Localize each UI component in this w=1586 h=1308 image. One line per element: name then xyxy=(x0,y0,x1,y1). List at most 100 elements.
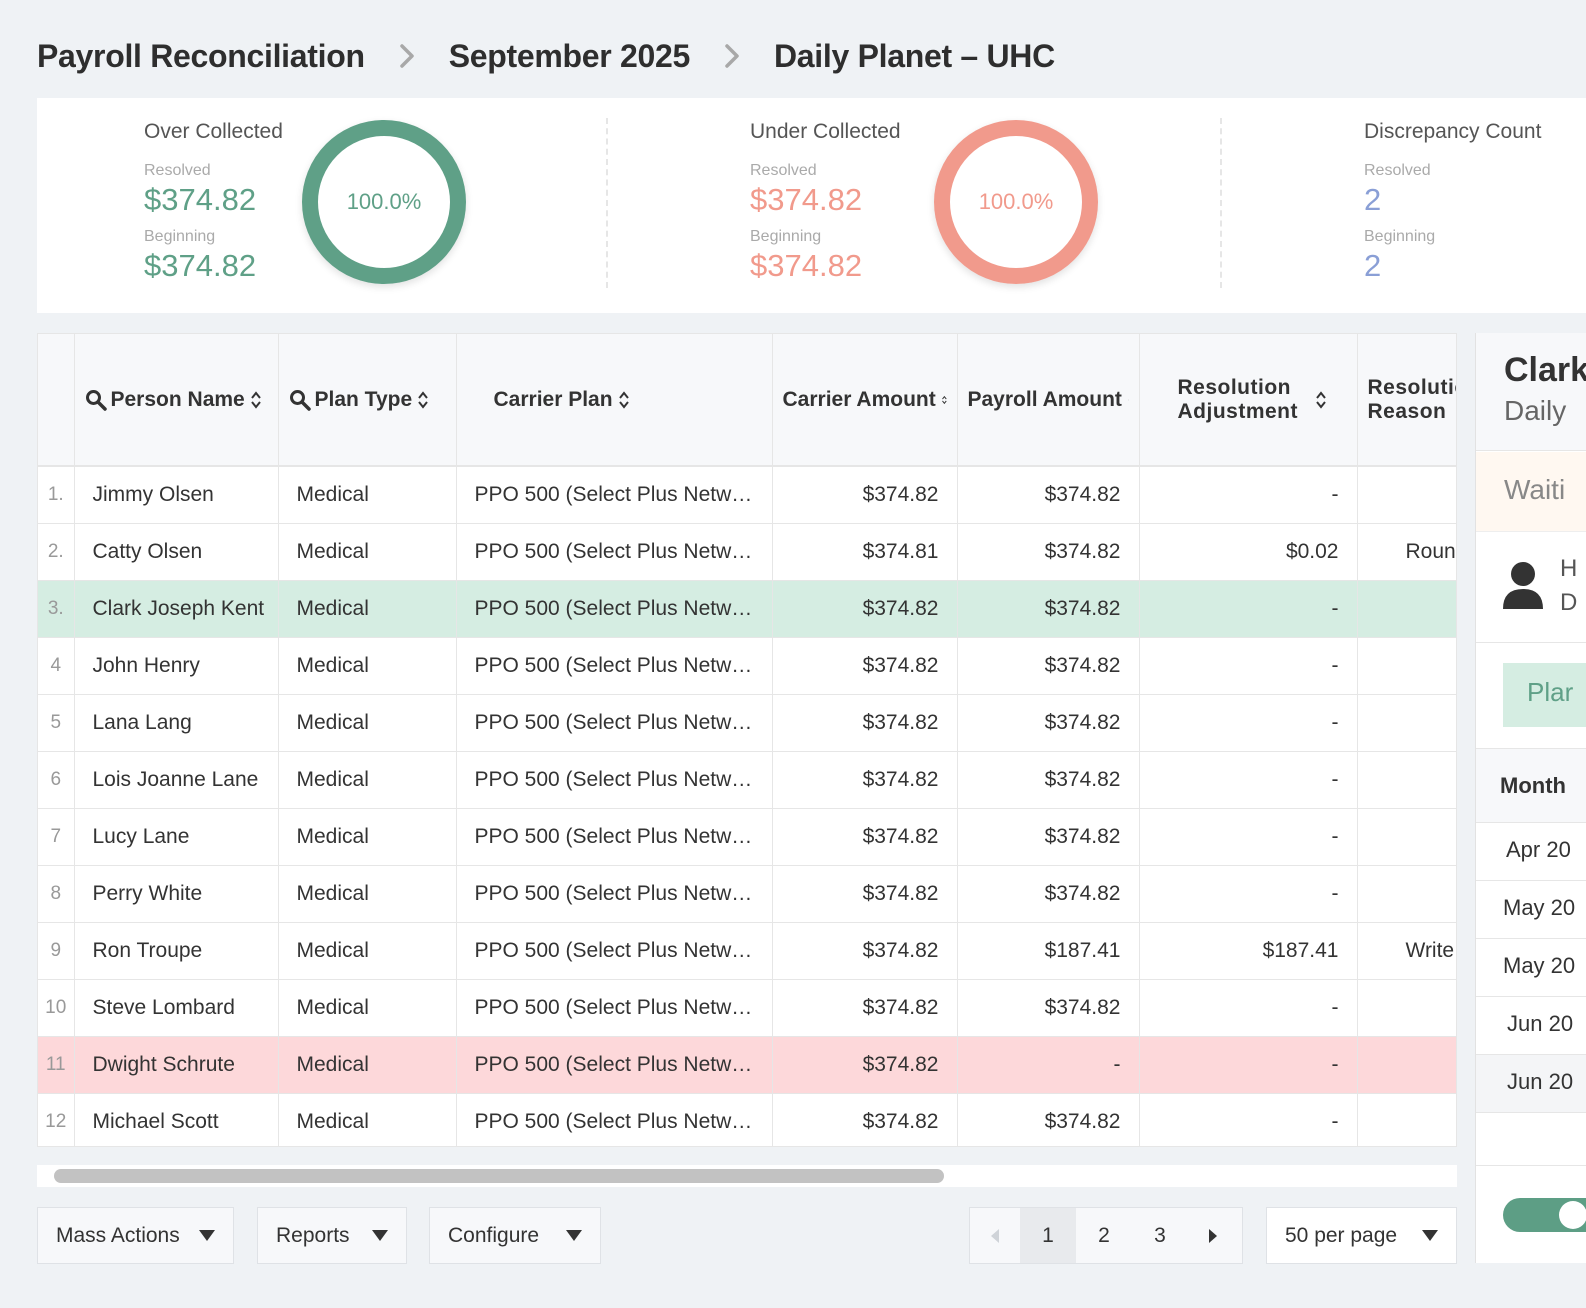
over-beginning-label: Beginning xyxy=(144,228,216,245)
user-info: H D xyxy=(1476,533,1586,643)
row-number: 12 xyxy=(38,1093,75,1146)
status-text: Waiti xyxy=(1504,474,1566,505)
row-number: 9 xyxy=(38,922,75,980)
horizontal-scrollbar[interactable] xyxy=(37,1165,1457,1187)
table-row[interactable]: 5 Lana Lang Medical PPO 500 (Select Plus Ne… xyxy=(38,694,1456,752)
cell-plan-type: Medical xyxy=(278,580,457,638)
toggle-knob xyxy=(1559,1201,1586,1229)
table-row[interactable]: 9 Ron Troupe Medical PPO 500 (Select Plus N… xyxy=(38,922,1456,980)
sort-icon[interactable] xyxy=(1315,390,1326,410)
resolution-reason-label: Resolution Reason xyxy=(1367,375,1457,423)
sort-icon[interactable] xyxy=(1127,390,1129,410)
cell-payroll-amount: $374.82 xyxy=(957,808,1140,866)
person-name-label: Person Name xyxy=(110,387,245,411)
page-1-button[interactable]: 1 xyxy=(1020,1208,1076,1263)
cell-payroll-amount: $187.41 xyxy=(957,922,1140,980)
status-banner: Waiti xyxy=(1476,452,1586,532)
row-number: 3. xyxy=(38,580,75,638)
col-header-plan-type[interactable]: Plan Type xyxy=(278,334,457,467)
col-header-resolution-adjustment[interactable]: Resolution Adjustment xyxy=(1139,334,1358,467)
scrollbar-thumb[interactable] xyxy=(54,1169,944,1183)
table-row[interactable]: 6 Lois Joanne Lane Medical PPO 500 (Select … xyxy=(38,751,1456,809)
plan-button[interactable]: Plar xyxy=(1503,663,1586,727)
page-3-button[interactable]: 3 xyxy=(1154,1223,1166,1247)
col-header-carrier-amount[interactable]: Carrier Amount xyxy=(772,334,958,467)
table-row[interactable]: 1. Jimmy Olsen Medical PPO 500 (Select Plus… xyxy=(38,466,1456,524)
month-row: Apr 20 xyxy=(1476,823,1586,881)
row-number: 2. xyxy=(38,523,75,581)
table-row[interactable]: 4 John Henry Medical PPO 500 (Select Plus N… xyxy=(38,637,1456,695)
month-value: Jun 20 xyxy=(1507,1011,1574,1036)
table-row[interactable]: 7 Lucy Lane Medical PPO 500 (Select Plus Ne… xyxy=(38,808,1456,866)
cell-carrier-plan: PPO 500 (Select Plus Netwo... xyxy=(456,523,773,581)
cell-payroll-amount: $374.82 xyxy=(957,694,1140,752)
reports-dropdown[interactable]: Reports xyxy=(257,1207,407,1264)
cell-carrier-amount: $374.82 xyxy=(772,580,958,638)
mass-actions-dropdown[interactable]: Mass Actions xyxy=(37,1207,234,1264)
table-row[interactable]: 3. Clark Joseph Kent Medical PPO 500 (Selec… xyxy=(38,580,1456,638)
table-row[interactable]: 2. Catty Olsen Medical PPO 500 (Select Plus… xyxy=(38,523,1456,581)
user-line-1: H xyxy=(1560,555,1578,582)
cell-plan-type: Medical xyxy=(278,1036,457,1094)
panel-footer xyxy=(1476,1165,1586,1263)
search-icon[interactable] xyxy=(85,389,107,411)
cell-payroll-amount: - xyxy=(957,1036,1140,1094)
col-header-resolution-reason[interactable]: Resolution Reason xyxy=(1357,334,1457,467)
plan-button-label: Plar xyxy=(1527,677,1574,707)
under-collected-title: Under Collected xyxy=(750,120,901,143)
breadcrumb-item-payroll-reconciliation[interactable]: Payroll Reconciliation xyxy=(37,37,365,74)
per-page-select[interactable]: 50 per page xyxy=(1266,1207,1457,1264)
table-row[interactable]: 12 Michael Scott Medical PPO 500 (Select Pl… xyxy=(38,1093,1456,1146)
under-beginning-label: Beginning xyxy=(750,228,822,245)
cell-person-name: Lucy Lane xyxy=(74,808,279,866)
cell-carrier-amount: $374.82 xyxy=(772,808,958,866)
cell-person-name: Steve Lombard xyxy=(74,979,279,1037)
pagination: 1 2 3 xyxy=(969,1207,1243,1264)
cell-carrier-amount: $374.81 xyxy=(772,523,958,581)
over-collected-donut: 100.0% xyxy=(302,120,466,284)
discrepancy-title: Discrepancy Count xyxy=(1364,120,1542,143)
cell-carrier-plan: PPO 500 (Select Plus Netwo... xyxy=(456,808,773,866)
col-header-payroll-amount[interactable]: Payroll Amount xyxy=(957,334,1140,467)
cell-plan-type: Medical xyxy=(278,751,457,809)
over-collected-title: Over Collected xyxy=(144,120,283,143)
table-row[interactable]: 11 Dwight Schrute Medical PPO 500 (Select P… xyxy=(38,1036,1456,1094)
under-resolved-value: $374.82 xyxy=(750,182,863,217)
table-row[interactable]: 8 Perry White Medical PPO 500 (Select Plus … xyxy=(38,865,1456,923)
sort-icon[interactable] xyxy=(418,390,428,410)
search-icon[interactable] xyxy=(289,389,311,411)
divider xyxy=(606,118,608,288)
under-collected-card: Under Collected Resolved $374.82 Beginni… xyxy=(750,98,1150,313)
month-header-label: Month xyxy=(1500,773,1566,798)
cell-resolution-reason xyxy=(1357,637,1456,695)
cell-carrier-amount: $374.82 xyxy=(772,1093,958,1146)
page-2-button[interactable]: 2 xyxy=(1098,1223,1110,1247)
configure-dropdown[interactable]: Configure xyxy=(429,1207,601,1264)
cell-carrier-amount: $374.82 xyxy=(772,751,958,809)
month-value: May 20 xyxy=(1503,953,1576,978)
sort-icon[interactable] xyxy=(250,390,261,410)
cell-person-name: John Henry xyxy=(74,637,279,695)
col-header-carrier-plan[interactable]: Carrier Plan xyxy=(456,334,773,467)
sort-icon[interactable] xyxy=(941,390,947,410)
cell-resolution-reason xyxy=(1357,1036,1456,1094)
cell-resolution-reason xyxy=(1357,694,1456,752)
table-row[interactable]: 10 Steve Lombard Medical PPO 500 (Select Pl… xyxy=(38,979,1456,1037)
discrepancy-beginning-label: Beginning xyxy=(1364,228,1436,245)
arrow-right-icon[interactable] xyxy=(1188,1208,1238,1263)
cell-carrier-plan: PPO 500 (Select Plus Netwo... xyxy=(456,694,773,752)
cell-person-name: Perry White xyxy=(74,865,279,923)
breadcrumb-item-month[interactable]: September 2025 xyxy=(448,37,691,74)
month-column-header: Month xyxy=(1476,748,1586,823)
caret-down-icon xyxy=(199,1230,215,1241)
toggle-switch[interactable] xyxy=(1503,1198,1586,1232)
cell-person-name: Dwight Schrute xyxy=(74,1036,279,1094)
cell-carrier-plan: PPO 500 (Select Plus Netwo... xyxy=(456,466,773,524)
per-page-label: 50 per page xyxy=(1285,1223,1398,1247)
cell-payroll-amount: $374.82 xyxy=(957,1093,1140,1146)
arrow-left-icon[interactable] xyxy=(970,1208,1020,1263)
month-value: Jun 20 xyxy=(1507,1069,1574,1094)
cell-resolution-adjustment: - xyxy=(1139,808,1358,866)
col-header-person-name[interactable]: Person Name xyxy=(74,334,279,467)
sort-icon[interactable] xyxy=(618,390,629,410)
